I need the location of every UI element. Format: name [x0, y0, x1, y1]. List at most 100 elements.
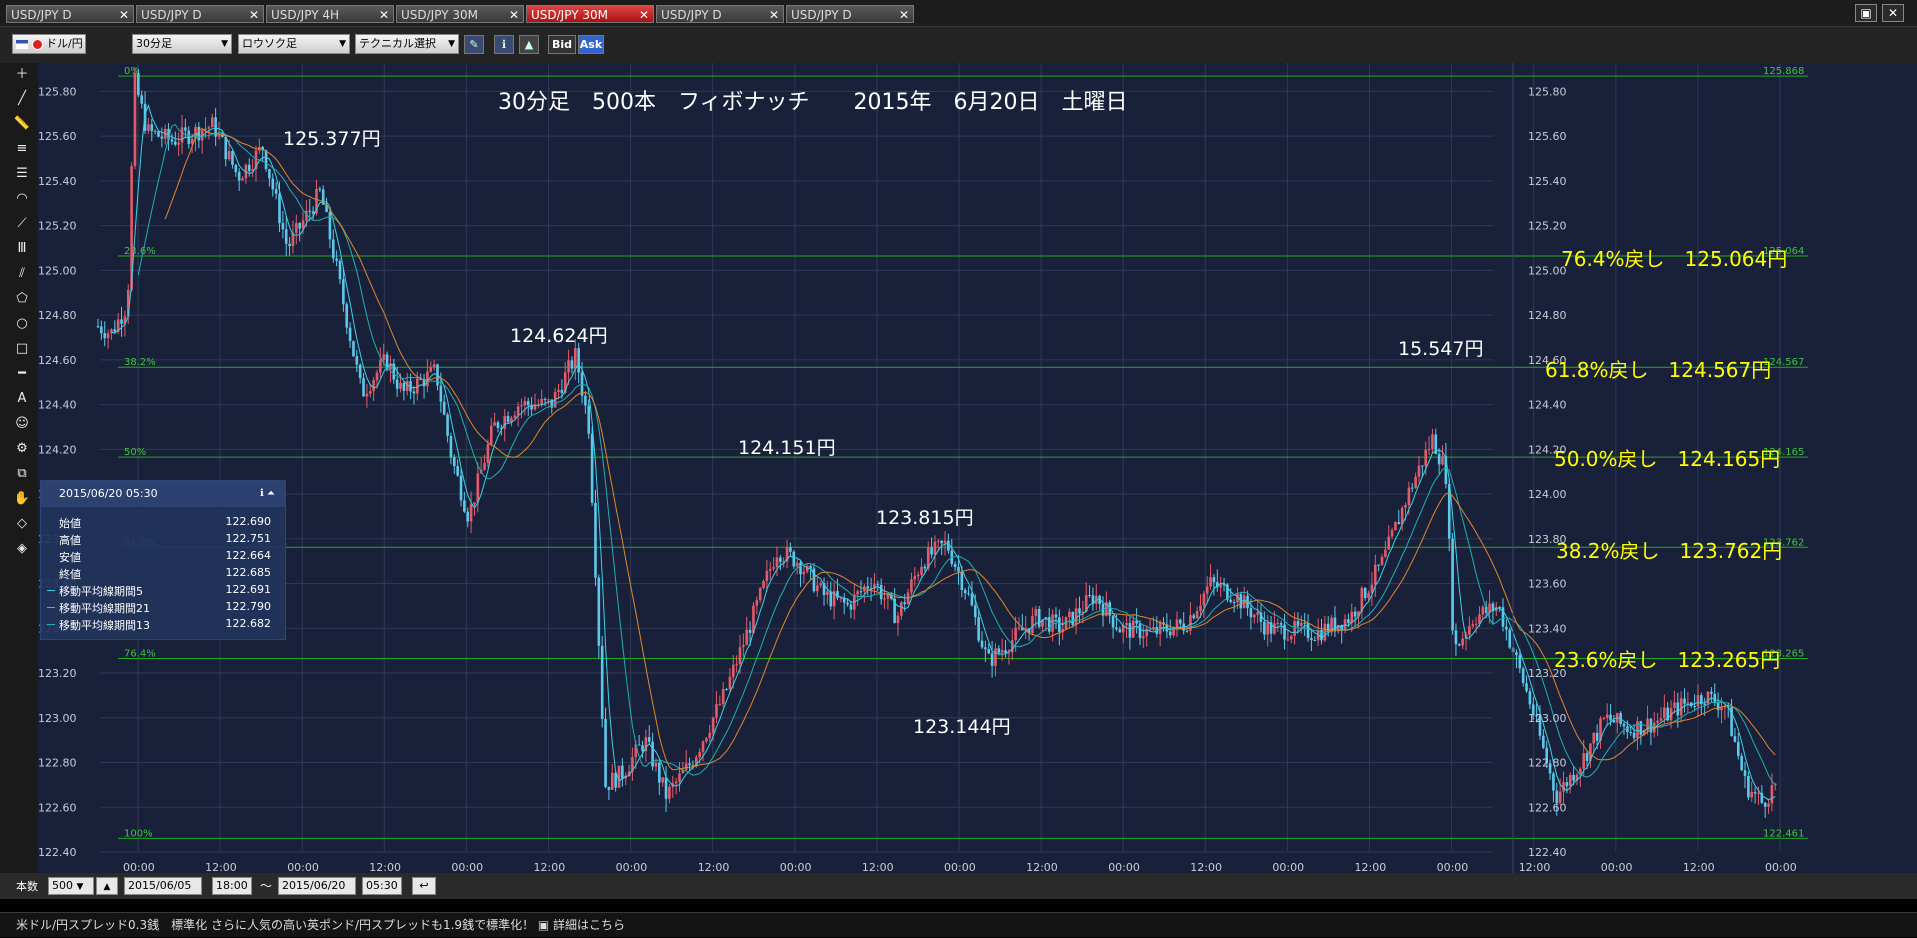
from-date-field[interactable]: 2015/06/05: [124, 877, 202, 895]
crosshair-icon[interactable]: ＋: [15, 67, 29, 82]
tab-usd-jpy-30m[interactable]: USD/JPY 30M ✕: [396, 5, 524, 23]
settings-icon[interactable]: ⚙: [16, 441, 28, 456]
to-time-field[interactable]: 05:30: [362, 877, 402, 895]
candle-body: [1357, 611, 1360, 617]
tab-usd-jpy-d[interactable]: USD/JPY D ✕: [136, 5, 264, 23]
candle-body: [147, 124, 150, 131]
candle-body: [768, 568, 772, 571]
tab-usd-jpy-d[interactable]: USD/JPY D ✕: [786, 5, 914, 23]
tab-usd-jpy-d[interactable]: USD/JPY D ✕: [656, 5, 784, 23]
candle-body: [429, 367, 433, 372]
timeframe-select[interactable]: 30分足 ▼: [132, 34, 232, 54]
circle-icon[interactable]: ○: [16, 316, 28, 331]
candle-body: [1021, 627, 1024, 631]
smiley-icon[interactable]: ☺: [15, 416, 29, 431]
candle-body: [1310, 638, 1313, 641]
candle-body: [721, 688, 725, 705]
candle-body: [184, 127, 187, 131]
candle-body: [295, 223, 298, 233]
pentagon-icon[interactable]: ⬠: [16, 291, 28, 306]
candle-body: [1595, 732, 1599, 741]
candle-body: [1501, 607, 1505, 627]
candle-body: [1256, 612, 1259, 615]
fibonacci-arc-icon[interactable]: ◠: [16, 191, 28, 206]
candle-body: [264, 150, 268, 170]
count-stepper-up[interactable]: ▲: [96, 877, 118, 895]
horizontal-lines-icon[interactable]: ≡: [16, 141, 28, 156]
tab-usd-jpy-4h[interactable]: USD/JPY 4H ✕: [266, 5, 394, 23]
close-window-icon[interactable]: ✕: [1882, 4, 1904, 22]
candle-body: [1441, 456, 1444, 465]
candle-body: [1451, 538, 1454, 631]
close-icon[interactable]: ✕: [638, 8, 649, 22]
y-tick-label: 122.60: [1528, 801, 1567, 814]
candle-body: [920, 566, 923, 575]
to-date-field[interactable]: 2015/06/20: [278, 877, 356, 895]
candle-body: [348, 327, 352, 342]
candle-body: [1185, 630, 1189, 632]
close-icon[interactable]: ✕: [898, 8, 909, 22]
chart-type-select[interactable]: ロウソク足 ▼: [238, 34, 350, 54]
info-row: 始値 122.690: [59, 515, 279, 531]
candle-body: [641, 745, 644, 752]
tab-usd-jpy-30m[interactable]: USD/JPY 30M ✕: [526, 5, 654, 23]
candle-body: [1152, 626, 1155, 630]
close-icon[interactable]: ✕: [378, 8, 389, 22]
refresh-button[interactable]: ↩: [412, 877, 436, 895]
candle-body: [1505, 626, 1508, 630]
candle-body: [957, 566, 960, 572]
candle-body: [1612, 720, 1616, 723]
copy-icon[interactable]: ⧉: [17, 466, 27, 481]
candle-body: [577, 348, 580, 373]
count-select[interactable]: 500 ▼: [48, 877, 94, 895]
trendline-icon[interactable]: ╱: [18, 91, 26, 106]
candle-body: [1195, 610, 1199, 619]
candle-body: [1088, 595, 1091, 597]
legend-line: [47, 624, 55, 625]
bid-button[interactable]: Bid: [548, 35, 576, 54]
moving-average-5: [111, 103, 1776, 801]
candle-body: [1273, 623, 1276, 634]
info-collapse-icon[interactable]: ℹ ⏶: [260, 488, 275, 499]
close-icon[interactable]: ✕: [118, 8, 129, 22]
candle-body: [1585, 753, 1589, 761]
from-time-field[interactable]: 18:00: [212, 877, 252, 895]
mountain-chart-icon[interactable]: ▲: [519, 35, 539, 54]
candle-body: [775, 557, 779, 568]
pencil-icon[interactable]: ✎: [464, 35, 484, 54]
y-tick-label-left: 122.60: [38, 801, 77, 814]
fan-icon[interactable]: ⟋: [17, 216, 27, 231]
pitchfork-icon[interactable]: ⫽: [19, 266, 25, 281]
line-icon[interactable]: ━: [18, 366, 26, 381]
news-ticker[interactable]: 米ドル/円スプレッド0.3銭 標準化 さらに人気の高い英ポンド/円スプレッドも1…: [0, 912, 1917, 937]
annotation-p6: 15.547円: [1398, 338, 1483, 360]
candle-body: [947, 540, 950, 551]
currency-pair-select[interactable]: ドル/円: [12, 34, 86, 54]
x-tick-label: 12:00: [205, 861, 237, 873]
rectangle-icon[interactable]: □: [15, 341, 29, 356]
candle-body: [503, 416, 507, 429]
close-icon[interactable]: ✕: [248, 8, 259, 22]
candle-body: [876, 584, 880, 586]
ask-button[interactable]: Ask: [578, 35, 604, 54]
candle-body: [1525, 683, 1528, 692]
eraser-all-icon[interactable]: ◈: [17, 541, 27, 556]
hand-icon[interactable]: ✋: [13, 491, 31, 506]
ruler-icon[interactable]: 📏: [13, 116, 31, 131]
close-icon[interactable]: ✕: [508, 8, 519, 22]
eraser-icon[interactable]: ◇: [17, 516, 27, 531]
channel-icon[interactable]: ☰: [16, 166, 28, 181]
candle-body: [937, 540, 940, 542]
price-chart[interactable]: 0% 125.868 23.6% 125.064 38.2% 124.567 50% 124.…: [38, 63, 1917, 873]
info-icon[interactable]: ℹ: [494, 35, 514, 54]
maximize-icon[interactable]: ▣: [1855, 4, 1877, 22]
vertical-lines-icon[interactable]: Ⅲ: [17, 241, 27, 256]
candle-body: [419, 378, 422, 380]
tab-usd-jpy-d[interactable]: USD/JPY D ✕: [6, 5, 134, 23]
text-icon[interactable]: A: [17, 391, 27, 406]
technical-select[interactable]: テクニカル選択 ▼: [355, 34, 459, 54]
candle-body: [1353, 611, 1357, 617]
candle-body: [916, 574, 920, 577]
candle-body: [738, 647, 742, 665]
close-icon[interactable]: ✕: [768, 8, 779, 22]
